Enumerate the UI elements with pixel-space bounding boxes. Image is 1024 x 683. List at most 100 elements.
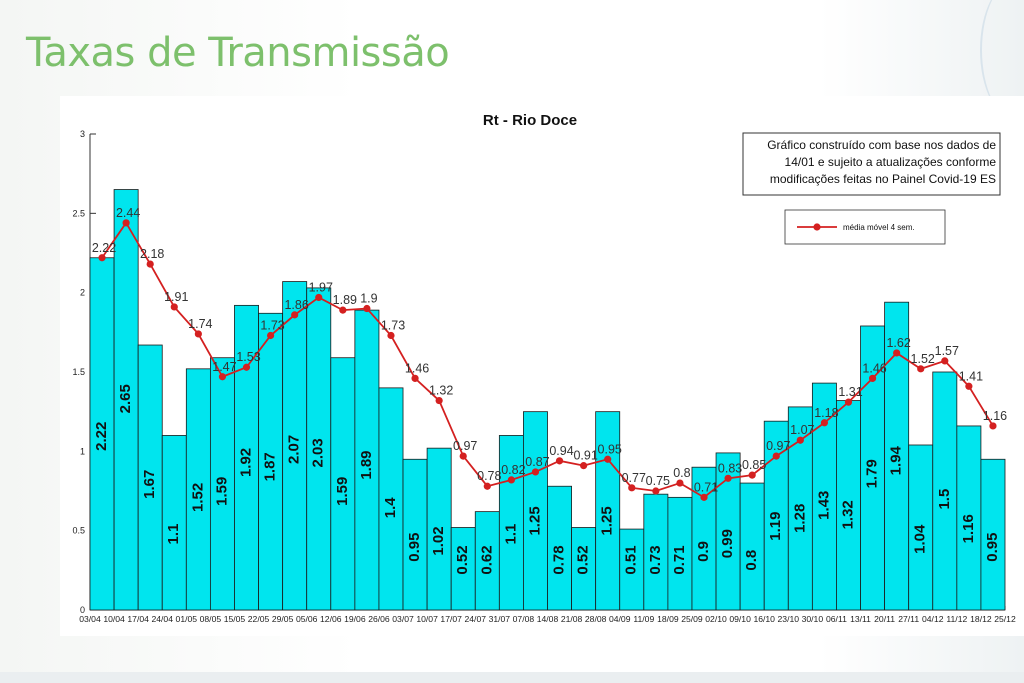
bar xyxy=(932,371,958,611)
moving-average-value-label: 1.46 xyxy=(405,361,429,375)
x-tick-label: 25/12 xyxy=(994,614,1016,624)
moving-average-value-label: 0.83 xyxy=(718,461,742,475)
moving-average-point xyxy=(315,293,323,302)
y-tick-label: 0 xyxy=(80,605,85,615)
moving-average-point xyxy=(796,436,804,444)
moving-average-point xyxy=(242,363,251,371)
legend-entry: média móvel 4 sem. xyxy=(843,223,915,232)
x-tick-label: 21/08 xyxy=(561,614,583,624)
moving-average-value-label: 1.41 xyxy=(959,369,983,383)
moving-average-point xyxy=(507,476,515,484)
bar-value-label: 1.67 xyxy=(141,470,158,499)
x-tick-label: 08/05 xyxy=(200,614,222,624)
moving-average-point xyxy=(122,219,130,227)
y-tick-labels: 0 0.5 1 1.5 2 2.5 3 xyxy=(72,129,85,615)
bar-value-label: 1.59 xyxy=(334,477,351,506)
moving-average-value-label: 1.9 xyxy=(360,292,377,306)
annotation-box: Gráfico construído com base nos dados de… xyxy=(742,132,1001,196)
bar xyxy=(378,387,404,611)
bar xyxy=(450,527,476,611)
bar xyxy=(185,368,211,611)
x-tick-label: 30/10 xyxy=(802,614,824,624)
x-tick-label: 28/08 xyxy=(585,614,607,624)
x-tick-label: 18/09 xyxy=(657,614,679,624)
moving-average-point xyxy=(893,349,901,357)
bar-value-label: 0.51 xyxy=(623,545,640,574)
x-tick-label: 10/07 xyxy=(416,614,438,624)
moving-average-value-label: 0.97 xyxy=(766,439,790,453)
moving-average-point xyxy=(387,331,395,340)
bar xyxy=(667,496,693,611)
x-tick-label: 11/09 xyxy=(633,614,654,624)
bar xyxy=(209,357,235,611)
x-tick-label: 23/10 xyxy=(778,614,800,624)
x-tick-label: 24/07 xyxy=(465,614,487,624)
x-tick-label: 02/10 xyxy=(705,614,727,624)
slide-title: Taxas de Transmissão xyxy=(26,30,450,76)
moving-average-value-label: 2.18 xyxy=(140,247,164,261)
bar xyxy=(306,287,332,611)
x-tick-label: 27/11 xyxy=(898,614,919,624)
bar-value-label: 2.22 xyxy=(93,422,110,451)
bar xyxy=(860,325,886,611)
x-tick-label: 22/05 xyxy=(248,614,270,624)
moving-average-point xyxy=(266,331,275,340)
x-tick-label: 31/07 xyxy=(489,614,511,624)
bar xyxy=(426,447,452,611)
y-tick-label: 2.5 xyxy=(72,208,85,218)
bar xyxy=(498,435,524,611)
moving-average-point xyxy=(580,462,588,470)
bar xyxy=(571,527,597,611)
moving-average-value-label: 1.52 xyxy=(911,352,935,366)
moving-average-value-label: 0.75 xyxy=(646,474,670,488)
moving-average-value-label: 1.31 xyxy=(838,385,862,399)
moving-average-value-label: 1.53 xyxy=(236,350,260,364)
bar xyxy=(258,312,284,611)
y-tick-label: 1 xyxy=(80,446,85,456)
rt-chart: 2.222.651.671.11.52 1.591.92 1.872.07 2.031… xyxy=(72,112,1016,624)
moving-average-value-label: 0.71 xyxy=(694,480,718,494)
bar-value-label: 1.94 xyxy=(888,445,905,475)
bar xyxy=(89,257,115,611)
bar-value-label: 1.19 xyxy=(767,512,784,541)
x-tick-label: 04/12 xyxy=(922,614,944,624)
x-tick-label: 25/09 xyxy=(681,614,703,624)
moving-average-value-label: 0.78 xyxy=(477,469,501,483)
x-tick-label: 06/11 xyxy=(826,614,847,624)
moving-average-point xyxy=(146,260,154,268)
bar xyxy=(547,485,572,611)
x-tick-label: 29/05 xyxy=(272,614,294,624)
moving-average-value-label: 1.91 xyxy=(164,290,188,304)
moving-average-point xyxy=(339,306,347,314)
bar xyxy=(836,400,861,611)
moving-average-point xyxy=(531,468,540,476)
moving-average-value-label: 0.87 xyxy=(525,455,549,469)
x-tick-label: 12/06 xyxy=(320,614,342,624)
moving-average-point xyxy=(917,365,925,373)
bar-value-label: 1.25 xyxy=(526,506,543,535)
moving-average-value-label: 0.97 xyxy=(453,439,477,453)
bar-value-label: 2.65 xyxy=(117,384,134,413)
moving-average-value-label: 0.82 xyxy=(501,463,525,477)
moving-average-point xyxy=(941,357,949,365)
moving-average-point xyxy=(435,396,443,405)
bar xyxy=(595,411,621,611)
moving-average-point xyxy=(724,474,732,482)
x-tick-label: 14/08 xyxy=(537,614,559,624)
x-tick-label: 20/11 xyxy=(874,614,895,624)
bottom-strip xyxy=(0,672,1024,683)
x-tick-label: 16/10 xyxy=(753,614,775,624)
moving-average-point xyxy=(98,254,106,262)
moving-average-point xyxy=(411,374,419,382)
bar xyxy=(980,458,1006,611)
moving-average-point xyxy=(700,493,708,501)
bar-value-label: 1.1 xyxy=(502,524,519,545)
bar xyxy=(739,482,765,611)
moving-average-value-label: 1.46 xyxy=(862,361,886,375)
bar-value-label: 0.78 xyxy=(551,545,568,574)
moving-average-value-label: 1.62 xyxy=(886,336,910,350)
x-tick-label: 15/05 xyxy=(224,614,246,624)
moving-average-point xyxy=(748,471,756,479)
x-tick-label: 10/04 xyxy=(103,614,125,624)
moving-average-value-label: 1.97 xyxy=(309,280,333,294)
